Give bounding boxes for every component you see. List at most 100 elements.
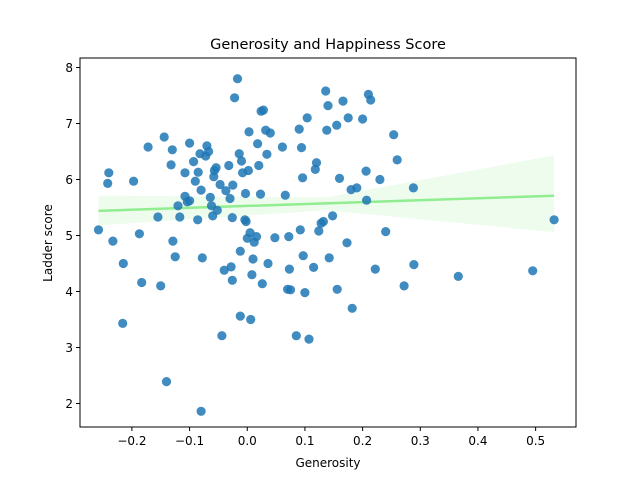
data-point — [225, 193, 235, 204]
data-point — [204, 146, 214, 157]
data-point — [295, 225, 305, 235]
data-point — [314, 226, 324, 236]
data-points — [93, 74, 559, 416]
data-point — [103, 178, 113, 188]
data-point — [190, 176, 200, 186]
data-point — [196, 406, 206, 416]
data-point — [196, 185, 206, 195]
data-point — [228, 180, 238, 190]
y-axis-ticks: 2 3 4 5 6 7 8 — [65, 61, 80, 411]
data-point — [270, 233, 280, 243]
data-point — [243, 165, 253, 176]
data-point — [296, 143, 307, 153]
y-tick-label: 7 — [65, 117, 73, 131]
data-point — [137, 277, 147, 288]
data-point — [167, 145, 177, 155]
data-point — [361, 166, 371, 176]
data-point — [362, 195, 372, 205]
data-point — [298, 173, 308, 183]
x-axis-ticks: −0.2 −0.1 0.0 0.1 0.2 0.3 0.4 0.5 — [117, 427, 545, 448]
data-point — [168, 236, 178, 246]
data-point — [232, 74, 243, 84]
data-point — [258, 105, 268, 115]
data-point — [251, 232, 262, 242]
data-point — [180, 168, 190, 178]
data-point — [217, 331, 227, 341]
data-point — [244, 127, 254, 137]
data-point — [399, 281, 409, 291]
data-point — [334, 173, 345, 183]
x-axis-label: Generosity — [295, 456, 360, 470]
data-point — [352, 183, 362, 193]
data-point — [235, 311, 245, 321]
data-point — [166, 160, 176, 170]
data-point — [311, 158, 322, 168]
data-point — [161, 377, 172, 387]
data-point — [173, 201, 183, 211]
axes-frame — [79, 57, 577, 428]
data-point — [211, 163, 221, 173]
data-point — [129, 176, 139, 186]
data-point — [285, 285, 296, 295]
data-point — [215, 179, 225, 190]
data-point — [284, 232, 294, 242]
data-point — [175, 212, 185, 222]
data-point — [300, 288, 310, 298]
data-point — [219, 265, 229, 275]
data-point — [392, 155, 402, 165]
x-tick-label: 0.5 — [526, 434, 545, 448]
data-point — [347, 303, 357, 313]
data-point — [342, 238, 352, 248]
data-point — [118, 258, 128, 269]
data-point — [528, 266, 538, 276]
data-point — [291, 331, 301, 341]
data-point — [224, 160, 234, 171]
data-point — [262, 149, 272, 159]
data-point — [108, 236, 118, 246]
data-point — [226, 262, 236, 272]
data-point — [263, 258, 273, 269]
data-point — [338, 96, 348, 106]
y-tick-label: 3 — [65, 341, 73, 355]
data-point — [389, 130, 399, 140]
data-point — [370, 264, 380, 274]
data-point — [549, 215, 559, 225]
data-point — [156, 281, 166, 291]
x-tick-label: 0.4 — [468, 434, 487, 448]
data-point — [227, 275, 237, 285]
data-point — [118, 318, 128, 328]
data-point — [277, 142, 287, 152]
y-tick-label: 8 — [65, 61, 73, 75]
data-point — [343, 113, 353, 123]
data-point — [153, 212, 163, 222]
x-tick-label: 0.2 — [353, 434, 372, 448]
data-point — [332, 120, 342, 130]
data-point — [284, 264, 294, 274]
data-point — [241, 216, 251, 227]
data-point — [104, 168, 114, 178]
data-point — [189, 157, 199, 167]
data-point — [323, 101, 333, 111]
data-point — [234, 149, 244, 159]
data-point — [280, 190, 290, 200]
data-point — [185, 138, 195, 148]
y-axis-label: Ladder score — [41, 204, 55, 282]
data-point — [236, 156, 247, 166]
data-point — [235, 246, 245, 256]
data-point — [453, 271, 463, 281]
data-point — [322, 125, 332, 135]
data-point — [265, 128, 275, 138]
data-point — [230, 93, 240, 103]
data-point — [93, 225, 104, 235]
x-tick-label: 0.0 — [238, 434, 257, 448]
data-point — [358, 114, 368, 124]
data-point — [227, 213, 237, 223]
x-tick-label: −0.2 — [117, 434, 146, 448]
x-tick-label: 0.3 — [411, 434, 430, 448]
data-point — [185, 196, 195, 206]
data-point — [254, 160, 264, 171]
data-point — [197, 253, 207, 263]
plot-area — [93, 74, 559, 416]
data-point — [193, 167, 203, 177]
